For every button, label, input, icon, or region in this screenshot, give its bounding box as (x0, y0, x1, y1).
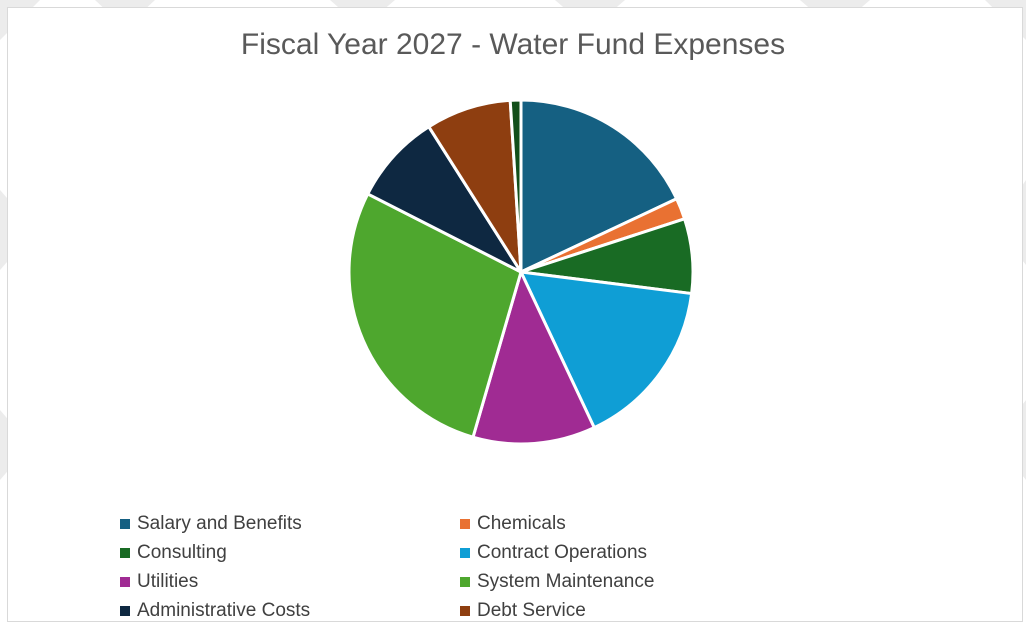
legend-label: Administrative Costs (137, 599, 311, 621)
pie-slice-4 (519, 270, 694, 430)
chart-legend: Salary and Benefits Chemicals Consulting Co… (120, 511, 720, 623)
legend-label: Consulting (137, 541, 227, 563)
pie-slice-7 (366, 125, 523, 274)
pie-slice-1 (519, 98, 679, 274)
legend-item: Consulting (120, 540, 460, 565)
pie-slices (347, 98, 695, 446)
legend-swatch (460, 605, 470, 616)
legend-swatch (460, 576, 470, 587)
legend-swatch (120, 518, 130, 529)
legend-label: Utilities (137, 570, 199, 592)
pie-slice-9 (508, 98, 523, 274)
legend-item: Administrative Costs (120, 598, 460, 623)
legend-swatch (120, 576, 130, 587)
pie-slice-6 (347, 192, 523, 439)
legend-swatch (120, 605, 130, 616)
pie-slice-5 (471, 270, 596, 446)
legend-item: Debt Service (460, 598, 720, 623)
legend-item: Salary and Benefits (120, 511, 460, 536)
legend-swatch (120, 547, 130, 558)
legend-item: System Maintenance (460, 569, 720, 594)
legend-label: System Maintenance (477, 570, 655, 592)
legend-item: Contract Operations (460, 540, 720, 565)
legend-swatch (460, 547, 470, 558)
legend-label: Debt Service (477, 599, 586, 621)
chart-title: Fiscal Year 2027 - Water Fund Expenses (240, 28, 786, 61)
legend-label: Contract Operations (477, 541, 648, 563)
legend-swatch (460, 518, 470, 529)
legend-label: Salary and Benefits (137, 512, 302, 534)
legend-item: Chemicals (460, 511, 720, 536)
legend-label: Chemicals (477, 512, 566, 534)
legend-item: Utilities (120, 569, 460, 594)
